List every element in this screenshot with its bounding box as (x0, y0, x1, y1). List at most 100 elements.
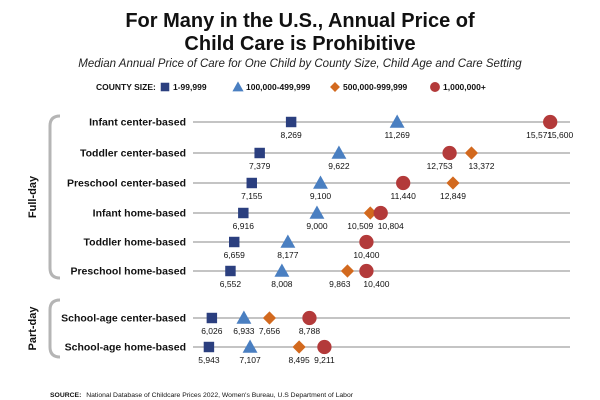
diamond-point (446, 176, 460, 190)
square-point (254, 147, 265, 159)
circle-point (302, 310, 317, 326)
legend-triangle-marker (232, 81, 244, 92)
circle-point (442, 145, 457, 161)
square-point (229, 236, 240, 248)
category-label: Preschool home-based (70, 266, 186, 278)
row-6: Preschool home-based 6,552 8,008 9,863 10,40… (70, 263, 570, 289)
diamond-point (340, 264, 355, 278)
value-label: 8,177 (277, 250, 299, 260)
value-label: 9,211 (314, 355, 335, 365)
legend-item-1: 1-99,999 (160, 82, 207, 92)
square-point (225, 265, 236, 277)
group-2: Part-day (27, 298, 61, 359)
value-label: 9,000 (306, 221, 328, 231)
circle-point (359, 234, 374, 250)
group-bracket (48, 298, 61, 359)
value-label: 11,440 (391, 191, 417, 201)
source-text: National Database of Childcare Prices 20… (86, 392, 354, 399)
chart-rows: Infant center-based 8,269 11,269 15,57115,6… (61, 114, 573, 365)
source-prefix: SOURCE: (50, 392, 81, 399)
value-label: 6,659 (224, 250, 246, 260)
value-label: 5,943 (198, 355, 220, 365)
circle-point (396, 175, 411, 191)
legend-label: 1-99,999 (173, 82, 207, 92)
category-label: School-age home-based (65, 342, 186, 354)
value-label: 7,107 (239, 355, 261, 365)
category-label: School-age center-based (61, 313, 186, 325)
value-label: 7,379 (249, 161, 271, 171)
value-label: 9,100 (310, 191, 332, 201)
legend-label: 500,000-999,999 (343, 82, 408, 92)
row-8: School-age home-based 5,943 7,107 8,495 9,21… (65, 339, 570, 365)
square-point (285, 116, 297, 128)
value-label: 6,026 (201, 326, 223, 336)
category-label: Infant home-based (93, 208, 186, 220)
triangle-point (280, 234, 296, 248)
triangle-point (313, 175, 328, 189)
value-label: 6,933 (233, 326, 255, 336)
diamond-point (363, 206, 377, 220)
circle-point (359, 263, 374, 279)
triangle-point (309, 205, 325, 219)
triangle-point (236, 310, 252, 324)
group-bracket (48, 114, 61, 280)
legend-item-2: 100,000-499,999 (232, 81, 311, 92)
row-7: School-age center-based 6,026 6,933 7,656 8,… (61, 310, 570, 336)
category-label: Infant center-based (89, 117, 186, 129)
value-label: 10,400 (353, 250, 379, 260)
chart-title-line-1: For Many in the U.S., Annual Price of (125, 10, 475, 32)
triangle-point (242, 339, 258, 353)
value-label: 15,571 (526, 130, 552, 140)
circle-point (373, 205, 388, 221)
square-point (203, 341, 215, 353)
diamond-point (464, 146, 479, 160)
value-label: 10,400 (363, 279, 389, 289)
group-brackets: Full-day Part-day (27, 114, 61, 359)
square-point (238, 207, 249, 219)
square-point (246, 177, 257, 189)
value-label: 9,863 (329, 279, 351, 289)
value-label: 15,600 (547, 130, 573, 140)
legend-item-3: 500,000-999,999 (330, 82, 408, 92)
row-5: Toddler home-based 6,659 8,177 10,400 (84, 234, 570, 260)
legend-label: 100,000-499,999 (246, 82, 311, 92)
group-label: Full-day (27, 175, 39, 218)
value-label: 10,804 (378, 221, 404, 231)
row-3: Preschool center-based 7,155 9,100 12,849 11… (67, 175, 570, 201)
legend-item-4: 1,000,000+ (430, 82, 486, 92)
diamond-point (292, 340, 306, 354)
value-label: 8,269 (280, 130, 302, 140)
value-label: 12,753 (427, 161, 453, 171)
value-label: 13,372 (468, 161, 494, 171)
category-label: Toddler home-based (84, 237, 186, 249)
value-label: 11,269 (384, 130, 410, 140)
category-label: Preschool center-based (67, 178, 186, 190)
circle-point (317, 339, 332, 355)
legend-square-marker (160, 82, 170, 92)
chart-subtitle: Median Annual Price of Care for One Chil… (78, 58, 522, 70)
diamond-point (262, 311, 277, 325)
square-point (206, 312, 218, 324)
legend-title: COUNTY SIZE: (96, 82, 156, 92)
value-label: 8,495 (288, 355, 310, 365)
triangle-point (331, 145, 347, 159)
circle-point (543, 114, 558, 130)
value-label: 8,008 (271, 279, 293, 289)
legend-diamond-marker (330, 82, 340, 92)
value-label: 6,916 (233, 221, 255, 231)
row-1: Infant center-based 8,269 11,269 15,57115,6… (89, 114, 573, 140)
row-2: Toddler center-based 7,379 9,622 13,372 12,7… (80, 145, 570, 171)
triangle-point (274, 263, 290, 277)
value-label: 6,552 (220, 279, 242, 289)
value-label: 8,788 (299, 326, 321, 336)
value-label: 12,849 (440, 191, 466, 201)
value-label: 9,622 (328, 161, 350, 171)
triangle-point (389, 114, 405, 128)
chart-title-line-2: Child Care is Prohibitive (184, 33, 415, 55)
value-label: 10,509 (347, 221, 373, 231)
legend-label: 1,000,000+ (443, 82, 486, 92)
value-label: 7,155 (241, 191, 263, 201)
legend-circle-marker (430, 82, 440, 92)
